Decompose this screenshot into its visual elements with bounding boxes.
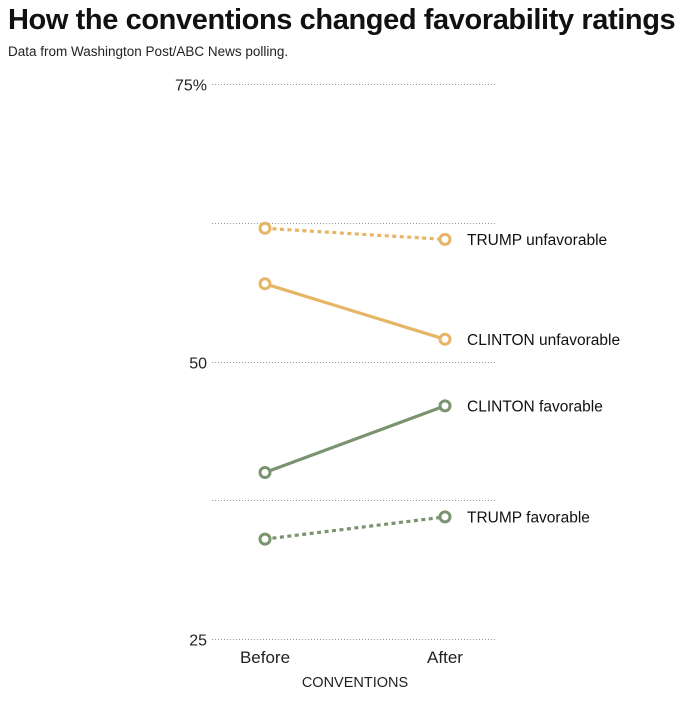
series-line xyxy=(264,515,446,541)
chart-subtitle: Data from Washington Post/ABC News polli… xyxy=(8,44,289,59)
y-axis-ticks: 25 50 75% xyxy=(175,78,207,650)
series-label: CLINTON favorable xyxy=(467,398,603,415)
y-tick-label: 50 xyxy=(189,356,207,373)
series-trump-favorable: TRUMP favorable xyxy=(258,509,590,546)
data-point xyxy=(258,532,272,546)
data-point xyxy=(438,510,452,524)
data-point xyxy=(258,221,272,235)
series-label: TRUMP unfavorable xyxy=(467,232,607,249)
data-point xyxy=(258,466,272,479)
series-clinton-unfavorable: CLINTON unfavorable xyxy=(258,277,620,349)
series-line xyxy=(264,226,446,241)
series-group: TRUMP unfavorable CLINTON unfavorable CLIN… xyxy=(258,221,620,546)
y-tick-label: 25 xyxy=(189,633,207,650)
x-tick-label: After xyxy=(427,648,463,667)
series-clinton-favorable: CLINTON favorable xyxy=(258,398,603,479)
y-tick-label: 75% xyxy=(175,78,207,95)
series-trump-unfavorable: TRUMP unfavorable xyxy=(258,221,607,249)
x-axis-ticks: Before After xyxy=(240,648,463,667)
x-tick-label: Before xyxy=(240,648,290,667)
series-label: TRUMP favorable xyxy=(467,509,590,526)
series-line xyxy=(264,404,446,475)
series-label: CLINTON unfavorable xyxy=(467,332,620,349)
series-line xyxy=(264,282,446,341)
chart-title: How the conventions changed favorability… xyxy=(8,4,676,36)
data-point xyxy=(258,277,272,291)
data-point xyxy=(438,332,452,346)
x-axis-label: CONVENTIONS xyxy=(302,675,408,691)
data-point xyxy=(438,399,452,413)
gridlines xyxy=(212,84,495,640)
data-point xyxy=(438,232,452,246)
